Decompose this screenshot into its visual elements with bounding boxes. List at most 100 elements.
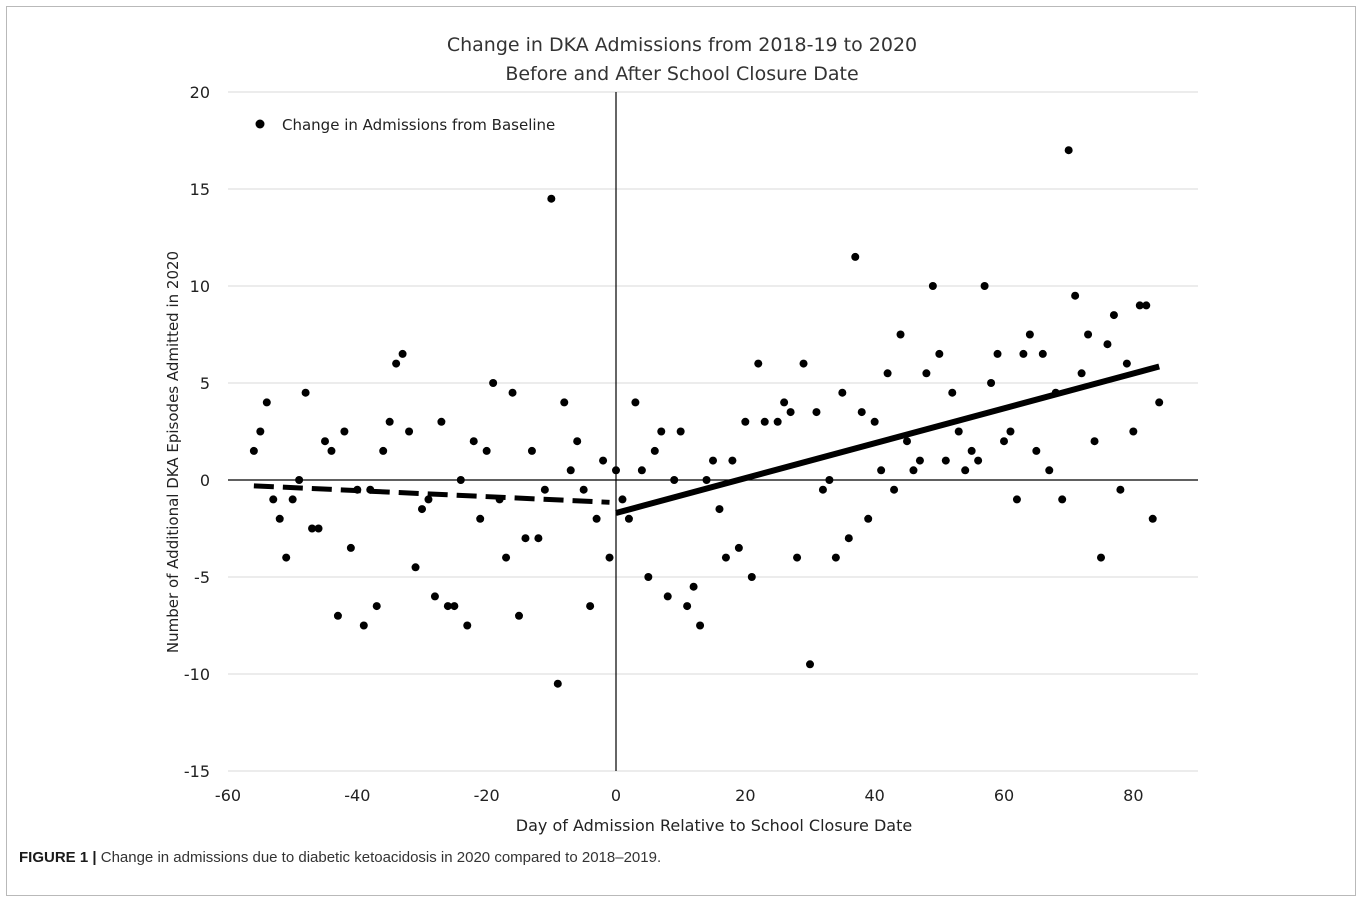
data-point: [1012, 495, 1021, 504]
caption-separator: |: [92, 849, 97, 866]
data-point: [896, 330, 905, 339]
data-point: [637, 466, 646, 475]
data-point: [282, 553, 291, 562]
figure-frame: [6, 6, 1356, 896]
data-point: [780, 398, 789, 407]
data-point: [864, 514, 873, 523]
data-point: [1122, 359, 1131, 368]
y-tick-label: -5: [194, 568, 210, 587]
data-point: [812, 408, 821, 417]
y-tick-label: -10: [184, 665, 210, 684]
data-point: [1071, 291, 1080, 300]
data-point: [262, 398, 271, 407]
trendline-post-closure: [615, 363, 1160, 516]
data-point: [547, 194, 556, 203]
data-point: [1058, 495, 1067, 504]
data-point: [954, 427, 963, 436]
y-tick-label: 5: [200, 374, 210, 393]
legend: Change in Admissions from Baseline: [255, 116, 555, 134]
trendline-pre-closure: [253, 483, 610, 505]
axes: [228, 92, 1198, 771]
data-point: [993, 349, 1002, 358]
data-point: [786, 408, 795, 417]
data-point: [359, 621, 368, 630]
data-point: [825, 476, 834, 484]
data-point: [430, 592, 439, 601]
data-point: [624, 514, 633, 523]
data-point: [799, 359, 808, 368]
data-point: [1038, 349, 1047, 358]
data-point: [437, 417, 446, 426]
data-point: [553, 679, 562, 688]
data-point: [1077, 369, 1086, 378]
legend-marker: [255, 119, 265, 129]
data-point: [579, 485, 588, 494]
data-point: [1032, 446, 1041, 455]
data-point: [618, 495, 627, 504]
data-point: [346, 543, 355, 552]
data-point: [877, 466, 886, 475]
data-point: [941, 456, 950, 465]
data-point: [443, 602, 452, 611]
data-point: [1064, 146, 1073, 155]
data-point: [366, 485, 375, 494]
data-point: [683, 602, 692, 611]
data-point: [566, 466, 575, 475]
data-point: [676, 427, 685, 436]
data-point: [385, 417, 394, 426]
figure-caption: FIGURE 1 | Change in admissions due to d…: [19, 849, 661, 866]
x-tick-label: 80: [1123, 786, 1143, 805]
data-point: [721, 553, 730, 562]
data-point: [670, 476, 679, 484]
data-point: [961, 466, 970, 475]
data-point: [456, 476, 465, 484]
data-point: [508, 388, 517, 397]
data-point: [922, 369, 931, 378]
data-point: [915, 456, 924, 465]
data-point: [838, 388, 847, 397]
data-point: [612, 466, 620, 475]
data-point: [689, 582, 698, 591]
data-point: [890, 485, 899, 494]
data-point: [379, 446, 388, 455]
x-tick-label: 60: [994, 786, 1014, 805]
data-point: [482, 446, 491, 455]
data-point: [1103, 340, 1112, 349]
data-point: [418, 505, 426, 514]
data-point: [631, 398, 640, 407]
gridlines: [228, 91, 1198, 772]
data-point: [806, 660, 814, 669]
data-point: [392, 359, 401, 368]
x-tick-label: 40: [864, 786, 884, 805]
data-point: [340, 427, 349, 436]
data-point: [909, 466, 918, 475]
data-point: [1019, 349, 1028, 358]
data-point: [521, 534, 530, 543]
data-point: [495, 495, 504, 504]
x-tick-label: -60: [215, 786, 241, 805]
data-point: [502, 553, 511, 562]
data-point: [560, 398, 569, 407]
legend-label: Change in Admissions from Baseline: [282, 116, 555, 134]
y-tick-label: 0: [200, 471, 210, 490]
data-point: [818, 485, 827, 494]
data-point: [928, 282, 937, 290]
data-point: [489, 379, 498, 387]
data-point: [650, 446, 659, 455]
data-point: [1148, 514, 1157, 523]
data-point: [760, 417, 769, 426]
data-point: [903, 437, 911, 446]
data-point: [980, 282, 989, 290]
data-point: [301, 388, 310, 397]
data-points: [249, 146, 1164, 688]
data-point: [1090, 437, 1099, 446]
data-point: [398, 349, 407, 358]
data-point: [275, 514, 284, 523]
data-point: [1045, 466, 1054, 475]
caption-label: FIGURE 1: [19, 849, 89, 866]
data-point: [476, 514, 485, 523]
data-point: [870, 417, 879, 426]
data-point: [754, 359, 763, 368]
data-point: [586, 602, 595, 611]
data-point: [288, 495, 297, 504]
